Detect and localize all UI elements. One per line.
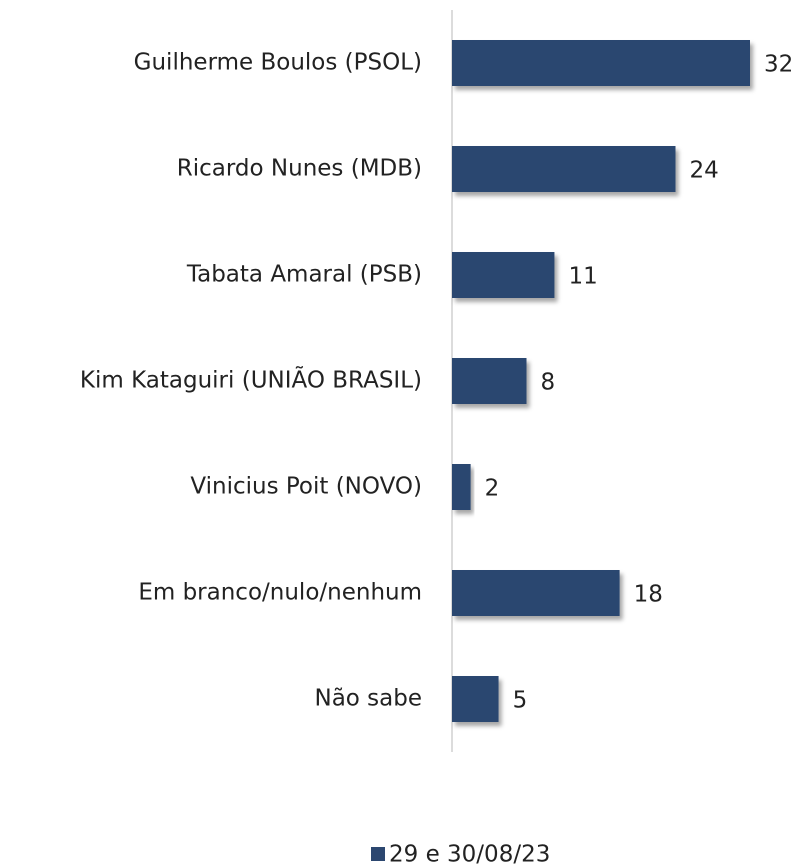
bar (452, 570, 620, 616)
legend-swatch (371, 847, 385, 861)
bar (452, 464, 471, 510)
category-label: Não sabe (314, 686, 422, 712)
category-label: Em branco/nulo/nenhum (138, 580, 422, 606)
data-label: 11 (568, 264, 597, 290)
bar (452, 358, 527, 404)
data-label: 32 (764, 52, 793, 78)
data-label: 8 (541, 370, 556, 396)
category-label: Vinicius Poit (NOVO) (190, 474, 422, 500)
bar (452, 252, 555, 298)
data-label: 5 (513, 688, 528, 714)
bar (452, 146, 676, 192)
category-label: Guilherme Boulos (PSOL) (134, 50, 422, 76)
category-label: Tabata Amaral (PSB) (186, 262, 422, 288)
bar (452, 676, 499, 722)
data-label: 24 (690, 158, 719, 184)
bar (452, 40, 750, 86)
data-label: 18 (634, 582, 663, 608)
category-label: Ricardo Nunes (MDB) (177, 156, 422, 182)
legend-label: 29 e 30/08/23 (389, 842, 550, 867)
data-label: 2 (485, 476, 500, 502)
category-label: Kim Kataguiri (UNIÃO BRASIL) (80, 366, 422, 394)
